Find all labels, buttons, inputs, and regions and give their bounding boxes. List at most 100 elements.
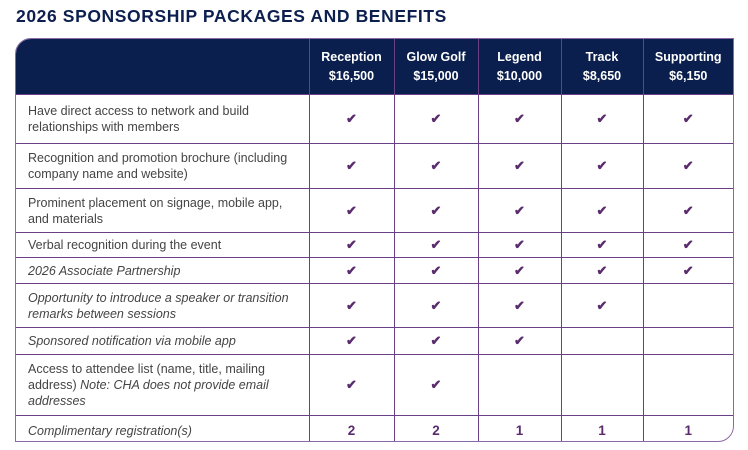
benefit-text: Sponsored notification via mobile app	[28, 334, 236, 348]
check-icon: ✔	[346, 262, 357, 278]
package-header-glow-golf: Glow Golf $15,000	[393, 39, 478, 95]
registration-count: 1	[477, 415, 562, 441]
package-price: $6,150	[669, 68, 708, 83]
benefit-text: Recognition and promotion brochure (incl…	[28, 151, 288, 181]
package-name: Legend	[497, 49, 542, 64]
benefit-cell: ✔	[477, 257, 562, 284]
registration-count: 1	[560, 415, 644, 441]
registration-count: 2	[308, 415, 395, 441]
check-icon: ✔	[682, 262, 694, 278]
benefit-cell: ✔	[477, 94, 562, 144]
check-icon: ✔	[430, 111, 442, 126]
benefit-cell: ✔	[393, 94, 479, 144]
package-header-track: Track $8,650	[560, 39, 643, 95]
check-icon: ✔	[346, 111, 357, 126]
package-price: $8,650	[582, 68, 622, 83]
check-icon: ✔	[514, 111, 525, 126]
benefit-cell-empty	[560, 327, 644, 355]
check-icon: ✔	[430, 297, 442, 313]
benefit-text: Verbal recognition during the event	[28, 238, 222, 252]
count-value: 1	[598, 422, 606, 438]
package-price: $10,000	[496, 68, 543, 83]
benefit-label: Access to attendee list (name, title, ma…	[16, 354, 310, 416]
check-icon: ✔	[430, 158, 442, 173]
benefit-text: 2026 Associate Partnership	[28, 263, 181, 278]
benefit-cell-empty	[642, 354, 733, 416]
benefit-cell: ✔	[642, 143, 733, 189]
benefit-cell: ✔	[393, 257, 479, 284]
check-icon: ✔	[596, 262, 608, 278]
package-header-legend: Legend $10,000	[477, 39, 561, 95]
benefit-text: Access to attendee list (name, title, ma…	[28, 362, 265, 392]
benefit-text: Opportunity to introduce a speaker or tr…	[28, 290, 289, 321]
check-icon: ✔	[346, 237, 357, 252]
benefit-cell-empty	[560, 354, 644, 416]
benefit-label: Prominent placement on signage, mobile a…	[16, 188, 310, 233]
benefit-cell: ✔	[477, 283, 562, 328]
check-icon: ✔	[596, 237, 608, 252]
table-row: Have direct access to network and build …	[16, 94, 733, 144]
benefit-note: Note: CHA does not provide email address…	[28, 378, 269, 408]
sponsorship-table: Reception $16,500 Glow Golf $15,000 Legend $1…	[15, 38, 734, 442]
benefit-cell: ✔	[308, 94, 395, 144]
table-row: Complimentary registration(s) 2 2 1 1 1	[16, 415, 733, 441]
check-icon: ✔	[514, 237, 525, 252]
check-icon: ✔	[514, 158, 525, 173]
benefit-cell: ✔	[393, 283, 479, 328]
benefit-cell: ✔	[560, 283, 644, 328]
check-icon: ✔	[596, 158, 608, 173]
benefit-cell: ✔	[393, 327, 479, 355]
benefit-text: Complimentary registration(s)	[28, 423, 192, 438]
check-icon: ✔	[596, 202, 608, 218]
check-icon: ✔	[682, 111, 694, 126]
benefit-cell: ✔	[477, 143, 562, 189]
check-icon: ✔	[682, 202, 694, 218]
benefit-cell-empty	[477, 354, 562, 416]
count-value: 2	[432, 422, 440, 438]
check-icon: ✔	[346, 202, 357, 218]
package-name: Reception	[321, 49, 382, 64]
table-row: 2026 Associate Partnership ✔ ✔ ✔ ✔ ✔	[16, 257, 733, 284]
check-icon: ✔	[346, 333, 357, 348]
benefit-cell: ✔	[560, 94, 644, 144]
check-icon: ✔	[514, 333, 525, 348]
package-name: Supporting	[654, 49, 722, 64]
package-header-supporting: Supporting $6,150	[642, 39, 733, 95]
benefit-cell: ✔	[393, 354, 479, 416]
table-row: Prominent placement on signage, mobile a…	[16, 188, 733, 233]
benefit-cell: ✔	[308, 354, 395, 416]
benefit-cell: ✔	[560, 143, 644, 189]
check-icon: ✔	[596, 111, 608, 126]
benefit-cell: ✔	[560, 232, 644, 258]
registration-count: 2	[393, 415, 479, 441]
benefit-label: Recognition and promotion brochure (incl…	[16, 143, 310, 189]
benefit-label: Sponsored notification via mobile app	[16, 327, 310, 355]
benefit-label: Have direct access to network and build …	[16, 94, 310, 144]
table-row: Opportunity to introduce a speaker or tr…	[16, 283, 733, 328]
check-icon: ✔	[346, 158, 357, 173]
check-icon: ✔	[430, 262, 442, 278]
package-price: $15,000	[413, 68, 459, 83]
check-icon: ✔	[430, 202, 442, 218]
package-price: $16,500	[328, 68, 375, 83]
table-row: Verbal recognition during the event ✔ ✔ ✔ ✔ ✔	[16, 232, 733, 258]
benefit-cell: ✔	[308, 283, 395, 328]
benefit-cell: ✔	[560, 257, 644, 284]
benefit-cell: ✔	[477, 188, 562, 233]
table-row: Sponsored notification via mobile app ✔ ✔ ✔	[16, 327, 733, 355]
benefit-cell: ✔	[393, 188, 479, 233]
benefit-cell: ✔	[393, 232, 479, 258]
check-icon: ✔	[346, 377, 357, 392]
benefit-text: Have direct access to network and build …	[28, 104, 249, 134]
check-icon: ✔	[682, 158, 694, 173]
page-title: 2026 SPONSORSHIP PACKAGES AND BENEFITS	[16, 6, 447, 26]
benefit-cell: ✔	[308, 143, 395, 189]
count-value: 1	[684, 422, 692, 438]
benefit-cell: ✔	[477, 232, 562, 258]
benefit-text: Prominent placement on signage, mobile a…	[28, 195, 283, 226]
package-header-reception: Reception $16,500	[308, 39, 394, 95]
benefit-cell: ✔	[308, 257, 395, 284]
benefit-label: Opportunity to introduce a speaker or tr…	[16, 283, 310, 328]
benefit-label: 2026 Associate Partnership	[16, 257, 310, 284]
benefit-cell-empty	[642, 327, 733, 355]
